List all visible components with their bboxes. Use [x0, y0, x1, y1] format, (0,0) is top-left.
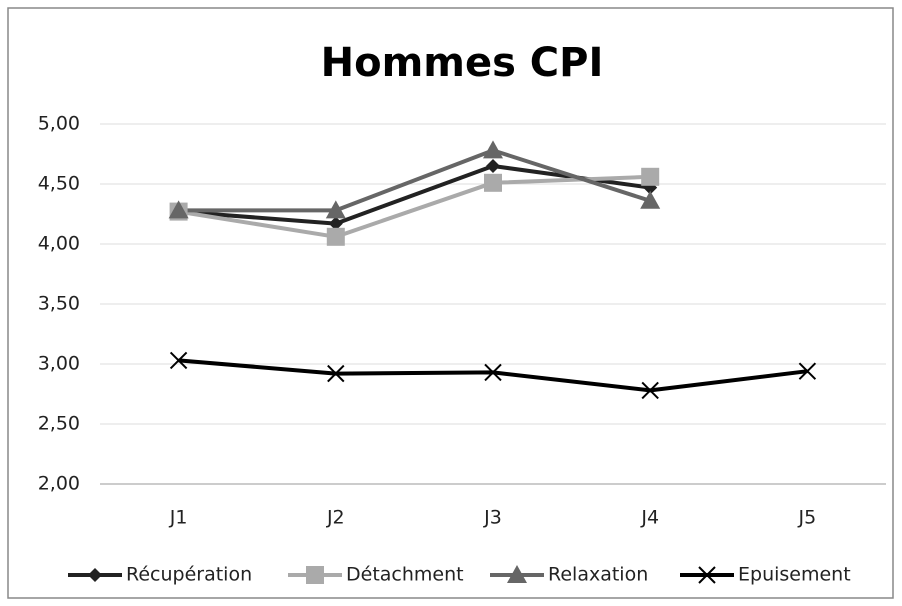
legend-label: Détachment	[346, 564, 464, 586]
y-tick-label: 4,00	[38, 233, 80, 255]
y-tick-label: 4,50	[38, 173, 80, 195]
x-tick-label: J5	[798, 507, 817, 529]
legend-marker	[306, 566, 324, 584]
marker	[326, 227, 345, 246]
x-tick-label: J3	[483, 507, 502, 529]
marker	[641, 167, 660, 186]
marker	[325, 200, 346, 219]
series-line	[178, 148, 651, 213]
legend-marker	[88, 568, 102, 582]
x-tick-label: J4	[640, 507, 659, 529]
x-tick-label: J1	[169, 507, 188, 529]
marker	[483, 140, 503, 159]
legend-marker	[507, 565, 527, 583]
y-tick-label: 5,00	[38, 113, 80, 135]
chart-title: Hommes CPI	[321, 40, 604, 86]
series-line	[178, 174, 651, 239]
marker	[169, 351, 188, 370]
marker	[640, 190, 661, 209]
y-tick-label: 2,50	[38, 413, 80, 435]
marker	[484, 363, 502, 382]
y-tick-label: 3,50	[38, 293, 80, 315]
chart-frame	[7, 7, 894, 599]
marker	[168, 200, 189, 219]
marker	[328, 216, 343, 231]
marker	[486, 159, 500, 173]
marker	[798, 362, 817, 380]
legend-marker	[698, 566, 716, 584]
legend-label: Epuisement	[738, 564, 851, 586]
marker	[484, 173, 502, 192]
x-tick-label: J2	[326, 507, 345, 529]
y-tick-label: 2,00	[38, 473, 80, 495]
marker	[327, 364, 345, 383]
y-tick-label: 3,00	[38, 353, 80, 375]
marker	[641, 381, 659, 400]
legend-label: Relaxation	[548, 564, 648, 586]
legend-label: Récupération	[126, 564, 252, 586]
